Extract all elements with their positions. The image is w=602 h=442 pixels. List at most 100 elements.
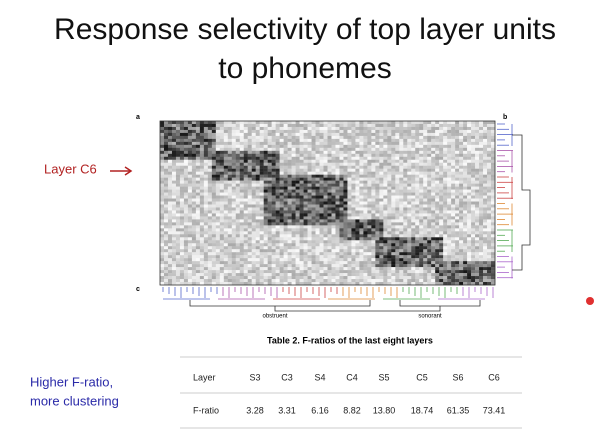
heatmap-cell <box>395 201 400 205</box>
heatmap-cell <box>451 129 456 134</box>
heatmap-cell <box>263 258 268 262</box>
heatmap-cell <box>439 234 444 238</box>
heatmap-cell <box>439 201 444 205</box>
heatmap-cell <box>227 138 232 143</box>
heatmap-cell <box>403 213 408 217</box>
heatmap-cell <box>407 237 412 241</box>
heatmap-cell <box>363 255 368 259</box>
heatmap-cell <box>491 264 496 268</box>
heatmap-cell <box>160 156 165 160</box>
heatmap-cell <box>279 201 284 205</box>
heatmap-cell <box>419 186 424 190</box>
heatmap-cell <box>427 222 432 226</box>
heatmap-cell <box>243 168 248 172</box>
heatmap-cell <box>479 264 484 268</box>
heatmap-cell <box>279 243 284 247</box>
heatmap-cell <box>279 177 284 181</box>
heatmap-cell <box>323 129 328 134</box>
heatmap-cell <box>283 222 288 226</box>
heatmap-cell <box>315 210 320 214</box>
heatmap-cell <box>207 216 213 220</box>
heatmap-cell <box>447 141 452 146</box>
heatmap-cell <box>231 222 236 226</box>
heatmap-cell <box>379 213 384 217</box>
heatmap-cell <box>247 177 252 181</box>
heatmap-cell <box>383 189 388 193</box>
heatmap-cell <box>391 255 396 259</box>
heatmap-cell <box>327 171 332 175</box>
heatmap-cell <box>195 228 201 232</box>
heatmap-cell <box>307 243 312 247</box>
heatmap-cell <box>315 231 320 235</box>
heatmap-cell <box>379 129 384 134</box>
heatmap-cell <box>187 195 193 199</box>
heatmap-cell <box>391 195 396 199</box>
heatmap-cell <box>187 270 193 274</box>
heatmap-cell <box>287 204 292 208</box>
heatmap-cell <box>451 273 456 277</box>
heatmap-cell <box>295 207 300 211</box>
heatmap-cell <box>487 153 492 157</box>
heatmap-cell <box>431 165 436 169</box>
heatmap-cell <box>163 162 169 166</box>
heatmap-cell <box>219 162 225 166</box>
heatmap-cell <box>231 147 236 152</box>
heatmap-cell <box>491 198 496 202</box>
heatmap-cell <box>379 216 384 220</box>
heatmap-cell <box>259 126 264 131</box>
heatmap-cell <box>455 201 460 205</box>
heatmap-cell <box>179 162 185 166</box>
heatmap-cell <box>347 252 352 256</box>
heatmap-cell <box>283 147 288 152</box>
heatmap-cell <box>415 195 420 199</box>
heatmap-cell <box>323 165 328 169</box>
heatmap-cell <box>323 270 328 274</box>
heatmap-cell <box>271 270 276 274</box>
heatmap-cell <box>267 121 272 125</box>
heatmap-cell <box>303 174 308 178</box>
heatmap-cell <box>171 186 177 190</box>
heatmap-cell <box>359 273 364 277</box>
heatmap-cell <box>223 279 228 283</box>
heatmap-cell <box>443 246 448 250</box>
heatmap-cell <box>231 261 236 265</box>
heatmap-cell <box>479 201 484 205</box>
heatmap-cell <box>391 210 396 214</box>
heatmap-cell <box>387 174 392 178</box>
heatmap-cell <box>243 189 248 193</box>
heatmap-cell <box>171 255 177 259</box>
heatmap-cell <box>283 216 288 220</box>
heatmap-cell <box>271 168 276 172</box>
heatmap-cell <box>215 174 221 178</box>
heatmap-cell <box>395 192 400 196</box>
heatmap-cell <box>411 279 416 283</box>
heatmap-cell <box>351 219 356 223</box>
heatmap-cell <box>195 171 201 175</box>
heatmap-cell <box>211 252 217 256</box>
heatmap-cell <box>451 147 456 152</box>
heatmap-cell <box>427 249 432 253</box>
heatmap-cell <box>187 246 193 250</box>
heatmap-cell <box>419 168 424 172</box>
heatmap-cell <box>235 147 240 152</box>
heatmap-cell <box>351 156 356 160</box>
heatmap-cell <box>475 138 480 143</box>
heatmap-cell <box>407 150 412 154</box>
heatmap-cell <box>447 237 452 241</box>
heatmap-cell <box>291 138 296 143</box>
heatmap-cell <box>375 204 380 208</box>
heatmap-cell <box>439 150 444 154</box>
heatmap-cell <box>195 121 201 125</box>
heatmap-cell <box>327 168 332 172</box>
heatmap-cell <box>391 123 396 128</box>
heatmap-cell <box>163 213 169 217</box>
heatmap-cell <box>483 192 488 196</box>
heatmap-cell <box>399 213 404 217</box>
heatmap-cell <box>463 258 468 262</box>
heatmap-cell <box>367 138 372 143</box>
heatmap-cell <box>431 177 436 181</box>
heatmap-cell <box>407 279 412 283</box>
heatmap-cell <box>243 264 248 268</box>
heatmap-cell <box>451 189 456 193</box>
heatmap-cell <box>371 153 376 157</box>
